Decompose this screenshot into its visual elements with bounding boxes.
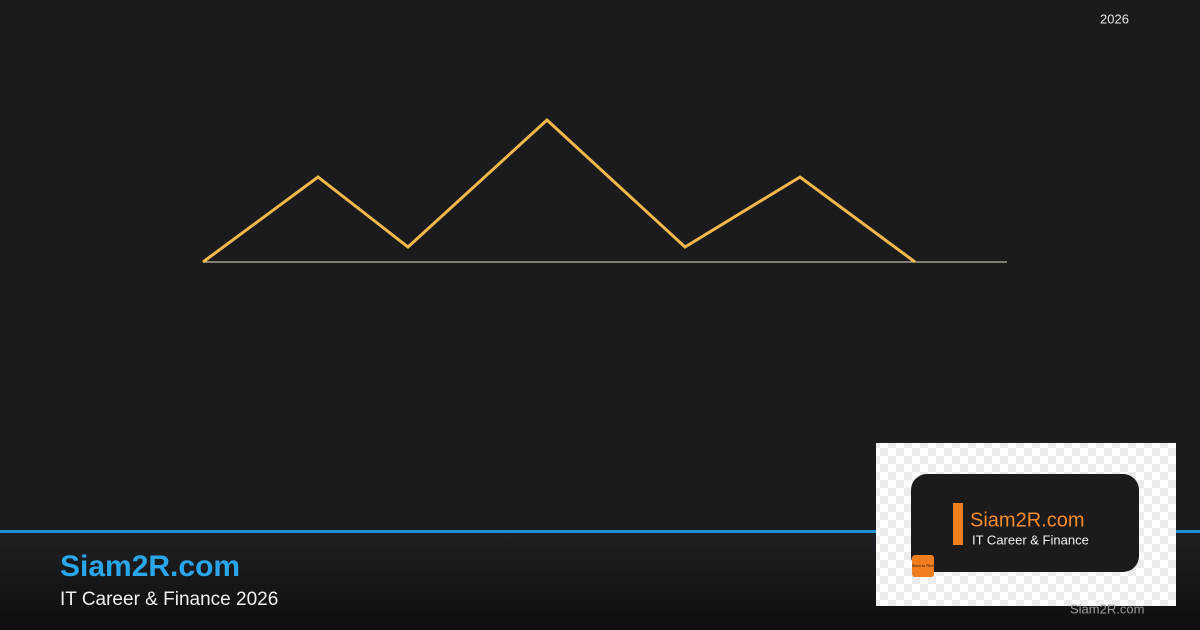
logo-bar: [953, 503, 963, 545]
logo-subtitle: IT Career & Finance: [972, 532, 1089, 547]
logo-title: Siam2R.com: [970, 509, 1084, 531]
logo-card: [911, 474, 1139, 572]
logo-badge: [912, 555, 934, 577]
chart-label: 2026: [1100, 11, 1129, 26]
pattern-line: [202, 117, 916, 264]
watermark: Siam2R.com: [1070, 601, 1144, 616]
divider: [0, 530, 1200, 533]
brand-title: Siam2R.com: [60, 550, 240, 583]
logo-badge-text: Siam to Rich: [912, 563, 935, 568]
brand-subtitle: IT Career & Finance 2026: [60, 589, 278, 610]
logo: Siam2R.com IT Career & Finance Siam to R…: [876, 443, 1176, 606]
chart-background: [0, 0, 1200, 530]
